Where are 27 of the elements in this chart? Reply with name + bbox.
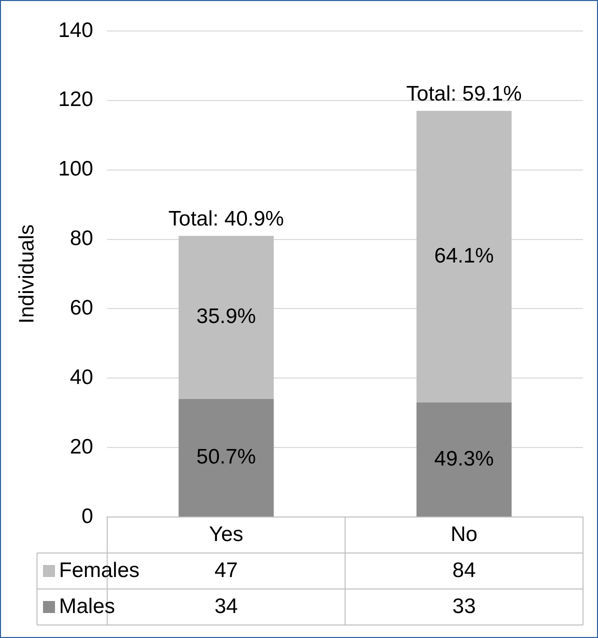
annotation: Total: 40.9%: [168, 208, 284, 231]
annotation: 64.1%: [434, 244, 494, 268]
annotation: 50.7%: [196, 446, 256, 469]
data-label: 33: [452, 594, 476, 618]
y-tick-label: 120: [58, 88, 94, 112]
annotation: Total: 59.1%: [406, 82, 522, 106]
y-tick-label: 0: [82, 504, 94, 528]
y-tick-label: 140: [58, 18, 94, 42]
legend-label: Males: [59, 594, 116, 618]
annotation: 35.9%: [196, 305, 256, 328]
y-tick-label: 20: [70, 435, 94, 458]
bar: [416, 402, 512, 516]
y-axis-title: Individuals: [15, 224, 38, 324]
legend-label: Females: [59, 558, 140, 582]
x-tick-label: Yes: [209, 522, 244, 546]
y-tick-label: 80: [70, 227, 94, 250]
data-label: 47: [214, 558, 238, 582]
bar: [178, 398, 274, 516]
data-label: 84: [452, 558, 476, 582]
y-tick-label: 60: [70, 296, 94, 320]
bar: [178, 236, 274, 399]
y-tick-label: 40: [70, 366, 94, 389]
bar: [416, 110, 512, 402]
annotation: 49.3%: [434, 447, 494, 470]
y-tick-label: 100: [58, 158, 94, 181]
x-tick-label: No: [450, 522, 478, 546]
data-label: 34: [214, 594, 238, 618]
